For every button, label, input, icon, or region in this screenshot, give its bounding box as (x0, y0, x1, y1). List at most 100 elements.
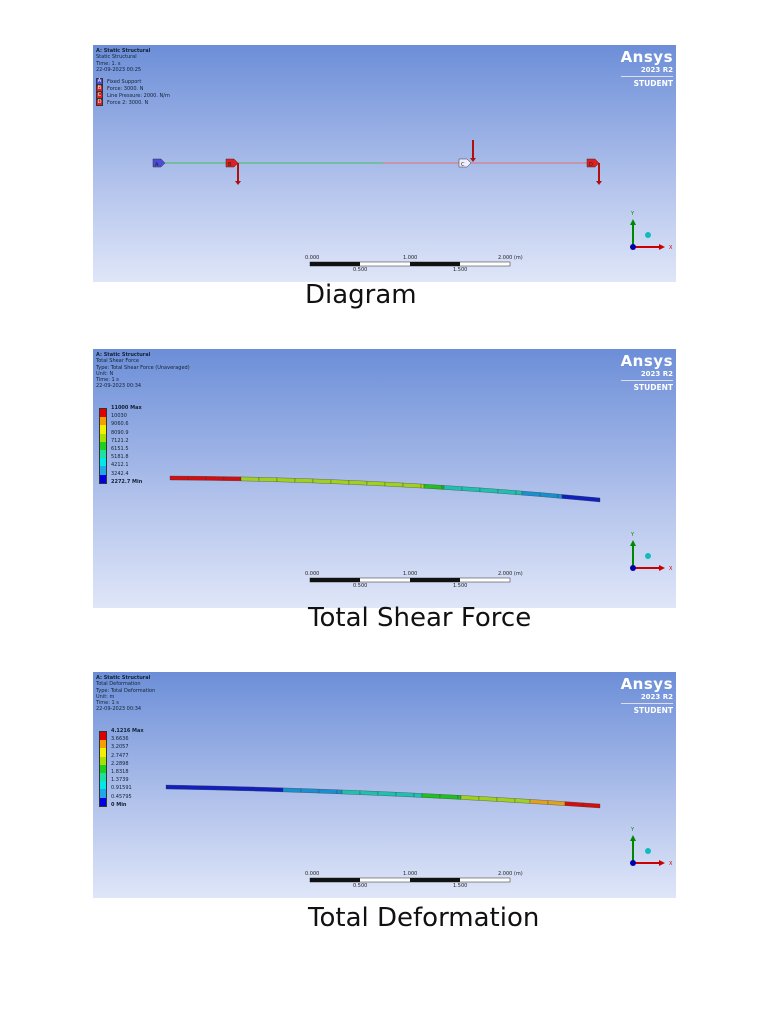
beam-element (255, 786, 275, 792)
load-item[interactable]: A Fixed Support (96, 78, 170, 86)
beam-element (479, 487, 499, 494)
beam-element (341, 789, 361, 795)
svg-text:Y: Y (630, 532, 635, 538)
beam-element (579, 495, 599, 502)
color-swatch (100, 764, 106, 773)
info-block: A: Static Structural Static Structural Tim… (96, 48, 170, 107)
beam-element (515, 490, 523, 496)
scale-label: 1.500 (453, 583, 468, 589)
color-swatch (100, 732, 106, 741)
scale-bar (309, 261, 511, 267)
beam-element (330, 479, 350, 485)
info-line: Type: Total Shear Force (Unaveraged) (96, 364, 190, 371)
load-item[interactable]: B Force: 3000. N (96, 85, 170, 93)
svg-text:B: B (228, 162, 232, 168)
analysis-title: A: Static Structural (96, 352, 151, 358)
beam-element (460, 795, 480, 801)
color-swatch (100, 433, 106, 442)
scale-label: 1.000 (403, 255, 418, 261)
scale-bar (309, 877, 511, 883)
load-marker-B: B (225, 158, 239, 168)
scale-label: 1.000 (403, 871, 418, 877)
info-block: A: Static Structural Total Shear Force Typ… (96, 352, 190, 390)
beam-element (183, 785, 203, 790)
legend-value: 4.1216 Max (111, 728, 144, 734)
load-marker-A: A (152, 158, 166, 168)
axis-triad: YX (630, 827, 673, 867)
load-legend: A Fixed Support B Force: 3000. N C Line Press… (96, 78, 170, 107)
beam-element (478, 796, 498, 802)
svg-text:X: X (669, 861, 673, 867)
legend-value: 2.7477 (111, 752, 129, 759)
beam-element (561, 494, 581, 501)
beam-element (514, 798, 531, 804)
caption: Diagram (305, 280, 417, 310)
beam-element (318, 788, 338, 794)
load-item[interactable]: D Force 2: 3000. N (96, 99, 170, 107)
color-swatch (100, 772, 106, 782)
load-item[interactable]: C Line Pressure: 2000. N/m (96, 92, 170, 100)
beam-element (205, 476, 225, 481)
analysis-title: A: Static Structural (96, 675, 151, 681)
viewport-panel-1[interactable]: A: Static Structural Total Shear Force Typ… (93, 349, 676, 608)
scale-label: 1.000 (403, 571, 418, 577)
analysis-title: A: Static Structural (96, 48, 151, 54)
scale-label: 0.500 (353, 883, 368, 889)
info-line: Time: 1. s (96, 60, 121, 67)
color-swatch (100, 748, 106, 757)
scale-label: 0.000 (305, 571, 320, 577)
legend-value: 7121.2 (111, 437, 129, 444)
color-swatch (100, 781, 106, 790)
beam-element (169, 475, 189, 481)
viewport-panel-2[interactable]: A: Static Structural Total Deformation Typ… (93, 672, 676, 898)
model-view: YX (165, 784, 673, 883)
legend-value: 8090.9 (111, 429, 129, 436)
svg-text:A: A (155, 162, 159, 168)
legend-value: 3.2057 (111, 744, 129, 751)
scale-label: 2.000 (m) (498, 871, 523, 877)
scale-label: 2.000 (m) (498, 255, 523, 261)
beam-element (423, 484, 443, 490)
info-block: A: Static Structural Total Deformation Typ… (96, 675, 155, 713)
beam-element (521, 490, 541, 497)
beam-element (413, 792, 423, 798)
caption: Total Shear Force (308, 603, 532, 633)
beam-element (557, 493, 563, 499)
info-line: Unit: N (96, 370, 114, 377)
beam-element (273, 787, 284, 793)
legend-value: 11000 Max (111, 405, 142, 411)
info-line: 22-09-2023 00:34 (96, 706, 142, 713)
viewport-panel-0[interactable]: A: Static Structural Static Structural Tim… (93, 45, 676, 282)
load-key: B (96, 85, 103, 93)
beam-element (496, 797, 516, 803)
load-key: D (96, 99, 103, 107)
legend-value: 3242.4 (111, 470, 129, 477)
svg-text:D: D (589, 162, 593, 168)
beam-element (201, 785, 221, 791)
scale-bar (309, 577, 511, 583)
info-line: Time: 1 s (96, 377, 119, 384)
scale-label: 1.500 (453, 883, 468, 889)
beam-element (457, 795, 462, 800)
color-swatch (100, 417, 106, 426)
color-swatch (100, 756, 106, 765)
info-line: Static Structural (96, 54, 137, 61)
legend-value: 2.2898 (111, 760, 129, 767)
color-swatch (100, 797, 106, 806)
legend-value: 3.6636 (111, 736, 129, 743)
beam-element (564, 801, 584, 807)
beam-element (529, 799, 549, 805)
force-arrow (470, 140, 476, 162)
beam-element (547, 800, 566, 806)
info-line: 22-09-2023 00:34 (96, 383, 142, 390)
svg-text:X: X (669, 245, 673, 251)
beam-element (359, 790, 379, 796)
color-bar (99, 408, 107, 484)
scale-label: 0.000 (305, 871, 320, 877)
info-line: Unit: m (96, 693, 115, 700)
legend-value: 9060.6 (111, 421, 129, 428)
color-swatch (100, 449, 106, 459)
svg-text:X: X (669, 566, 673, 572)
beam-element (258, 477, 278, 482)
model-view: YXA B C D (152, 140, 673, 267)
